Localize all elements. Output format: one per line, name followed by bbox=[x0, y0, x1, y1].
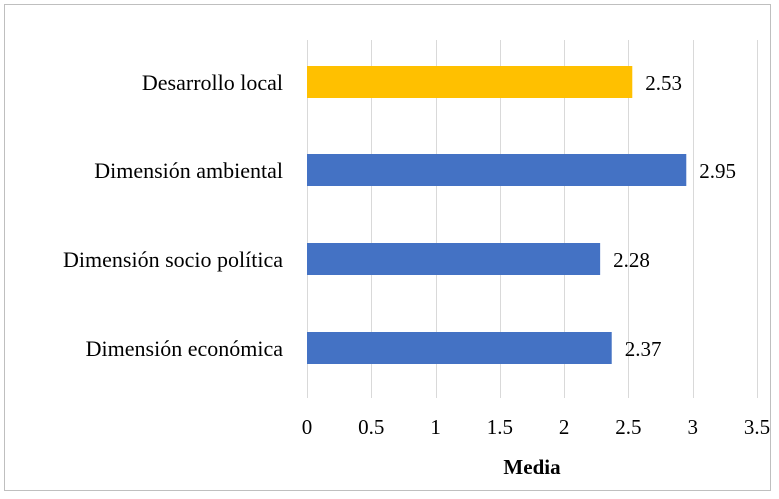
data-label: 2.37 bbox=[625, 337, 662, 361]
bar bbox=[307, 243, 601, 275]
x-tick-label: 2 bbox=[559, 415, 570, 439]
bar bbox=[307, 332, 612, 364]
category-label: Dimensión socio política bbox=[63, 247, 283, 272]
bar bbox=[307, 154, 687, 186]
category-label: Desarrollo local bbox=[142, 70, 283, 95]
x-tick-label: 1 bbox=[430, 415, 441, 439]
x-tick-label: 3.5 bbox=[744, 415, 770, 439]
x-axis-title: Media bbox=[503, 455, 561, 479]
bars bbox=[307, 66, 687, 364]
category-label: Dimensión ambiental bbox=[94, 158, 283, 183]
x-tick-label: 0.5 bbox=[358, 415, 384, 439]
data-label: 2.28 bbox=[613, 248, 650, 272]
data-label: 2.53 bbox=[645, 71, 682, 95]
x-tick-label: 1.5 bbox=[487, 415, 513, 439]
category-label: Dimensión económica bbox=[86, 336, 284, 361]
x-tick-label: 2.5 bbox=[615, 415, 641, 439]
x-tick-label: 3 bbox=[687, 415, 698, 439]
bar bbox=[307, 66, 633, 98]
x-tick-label: 0 bbox=[302, 415, 313, 439]
data-label: 2.95 bbox=[699, 159, 736, 183]
